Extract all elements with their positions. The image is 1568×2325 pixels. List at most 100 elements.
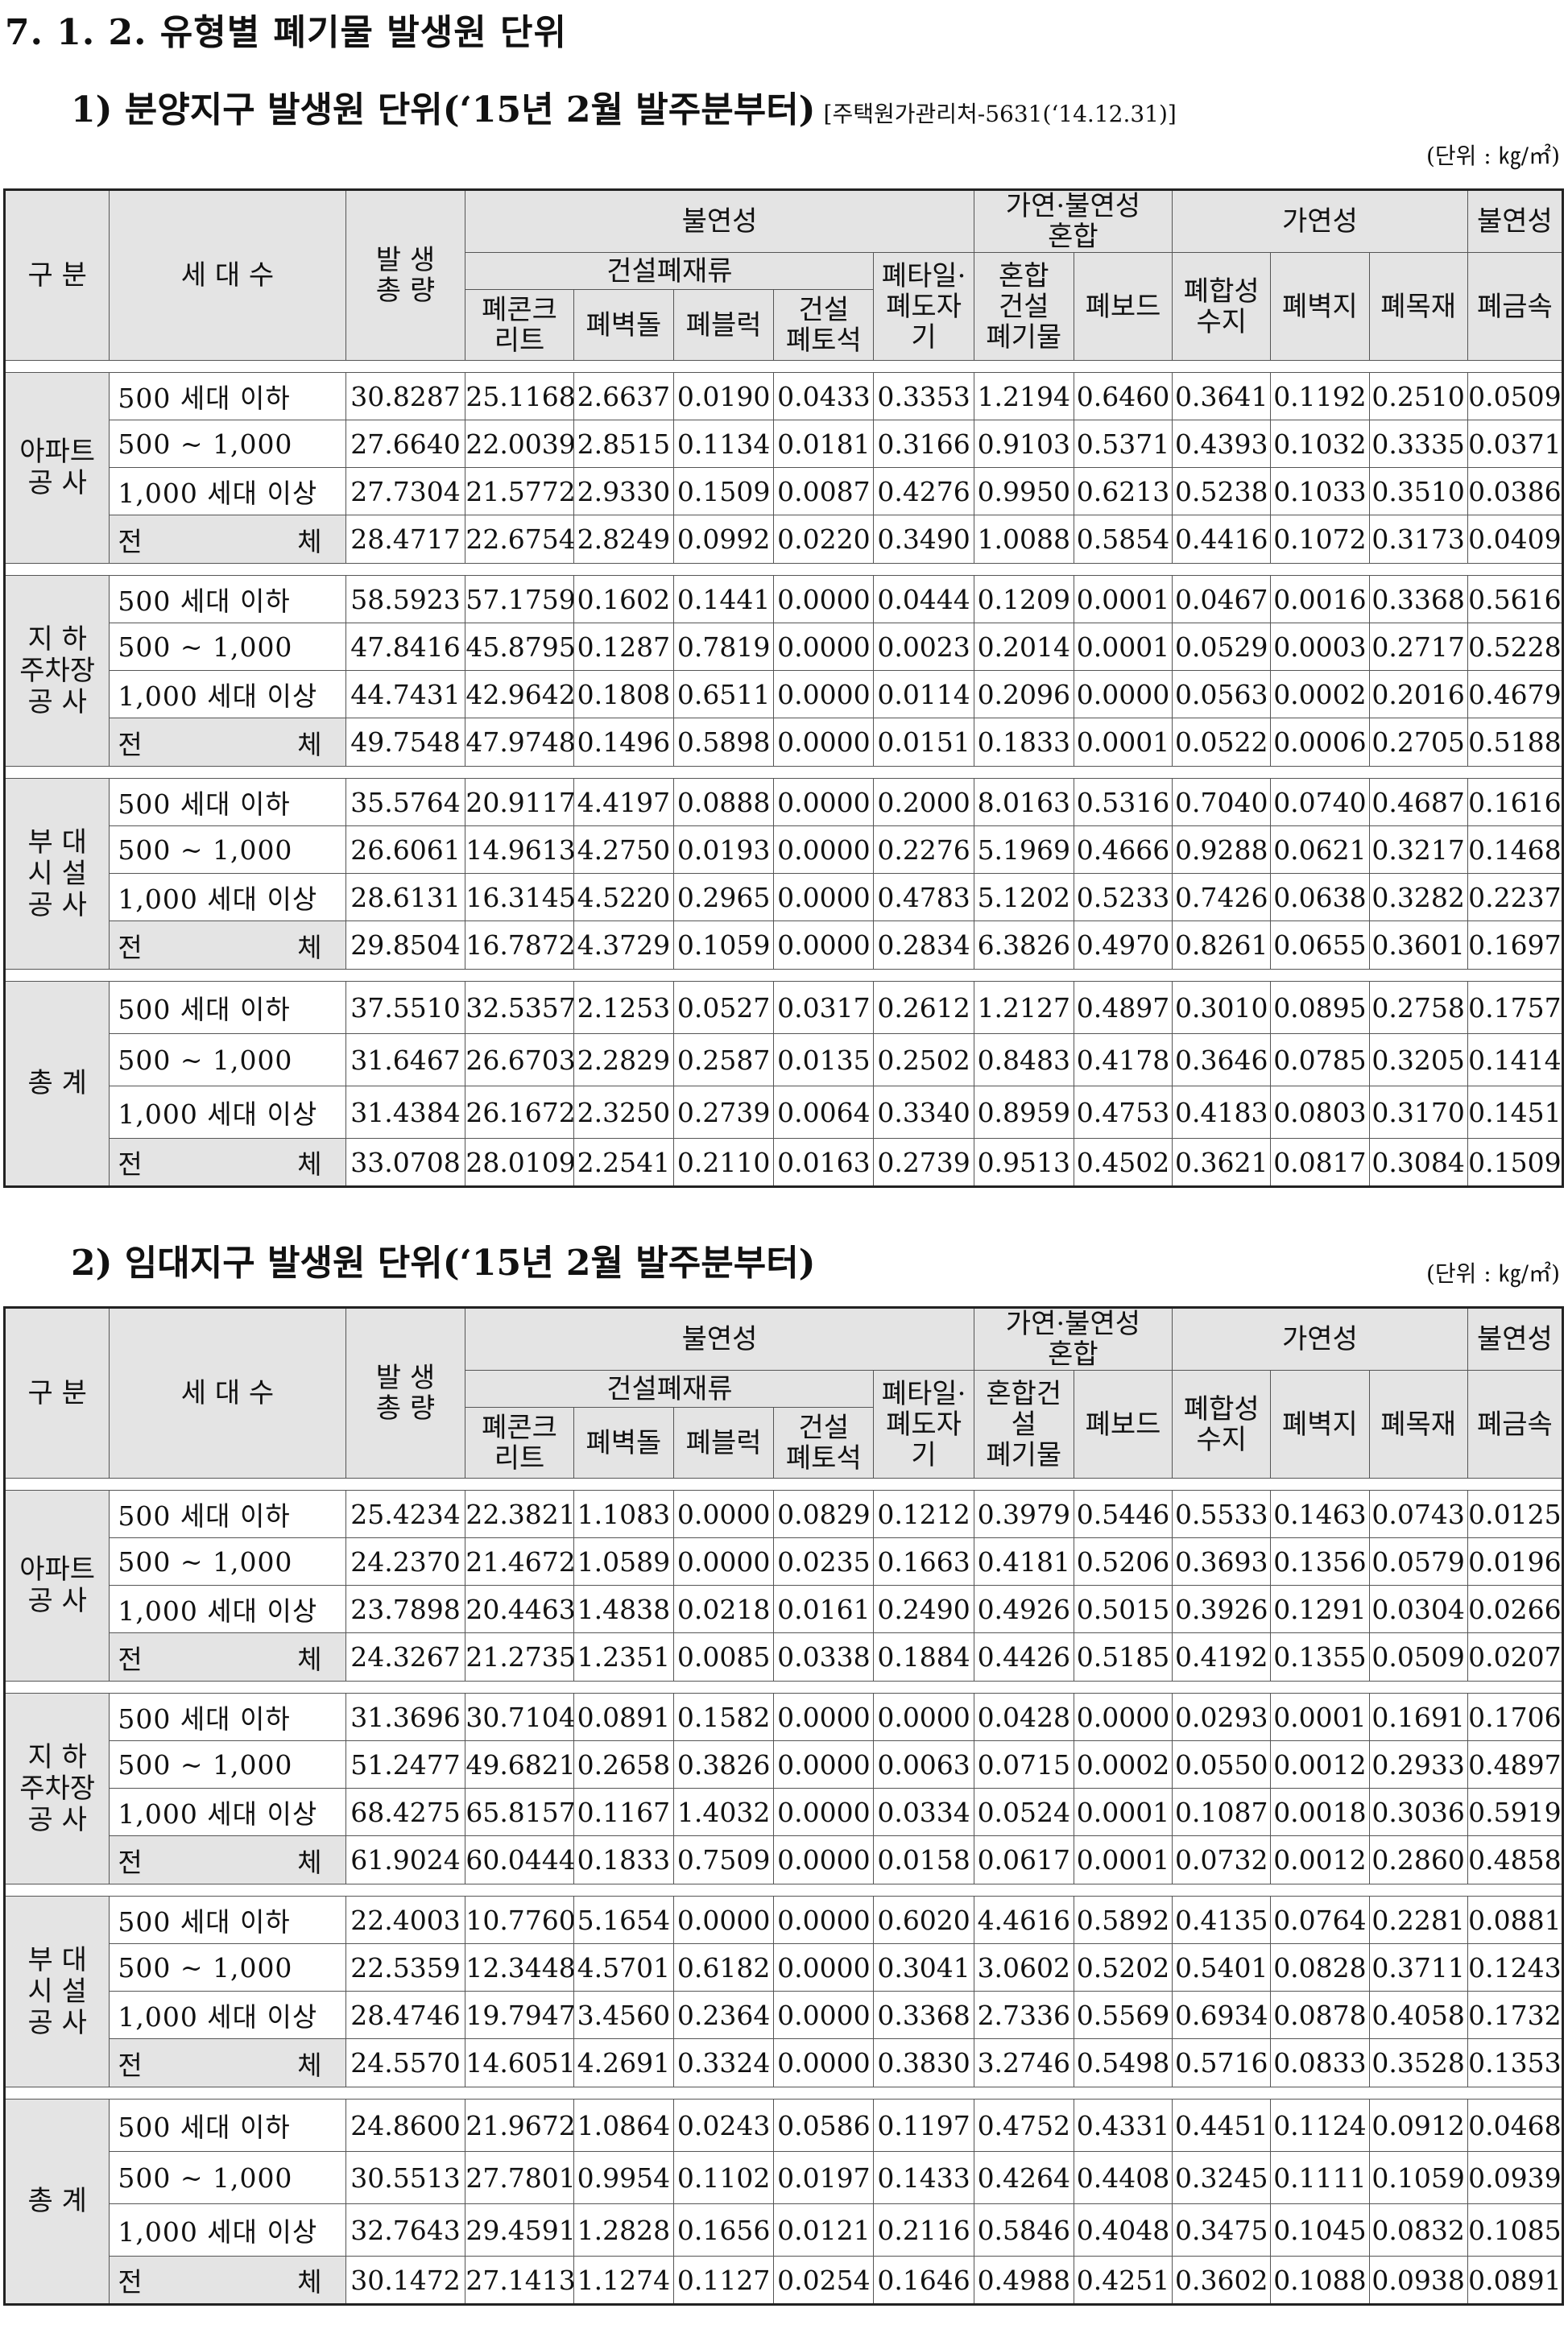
header-metal: 폐금속 [1467,252,1564,362]
value-cell: 0.4416 [1172,515,1272,565]
value-cell: 0.0522 [1172,718,1272,767]
value-cell: 0.3711 [1368,1943,1468,1992]
value-cell: 0.0529 [1172,623,1272,672]
section-1-title: 1) 분양지구 발생원 단위(‘15년 2월 발주분부터) [주택원가관리처-56… [71,81,1177,132]
value-cell: 0.5919 [1467,1788,1564,1837]
value-cell: 0.3926 [1172,1585,1272,1634]
value-cell: 0.4426 [973,1632,1074,1682]
value-cell: 3.4560 [573,1991,674,2040]
value-cell: 0.0386 [1467,467,1564,516]
value-cell: 0.0527 [672,981,775,1035]
value-cell: 26.6703 [465,1033,574,1087]
value-cell: 0.5202 [1073,1943,1173,1992]
value-cell: 2.9330 [573,467,674,516]
value-cell: 0.1691 [1368,1693,1468,1742]
household-label: 전 체 [109,2038,346,2088]
household-label: 500 세대 이하 [109,981,346,1035]
value-cell: 0.0000 [773,718,875,767]
value-cell: 0.3041 [873,1943,974,1992]
value-cell: 47.9748 [465,718,574,767]
value-cell: 1.2351 [573,1632,674,1682]
value-cell: 0.4058 [1368,1991,1468,2040]
value-cell: 0.0409 [1467,515,1564,565]
value-cell: 0.8483 [973,1033,1074,1087]
header-mixed-waste: 혼합 건설 폐기물 [973,252,1074,362]
header-flammable: 가연성 [1172,188,1468,254]
value-cell: 4.4197 [573,778,674,827]
spacer-cell [4,969,1563,983]
household-label: 500 ~ 1,000 [109,623,346,672]
value-cell: 0.2758 [1368,981,1468,1035]
value-cell: 30.1472 [345,2256,466,2306]
value-cell: 0.0732 [1172,1835,1272,1885]
value-cell: 0.4251 [1073,2256,1173,2306]
value-cell: 45.8795 [465,623,574,672]
section-2-unit: (단위 : ㎏/㎡) [1425,1260,1560,1287]
value-cell: 29.8504 [345,920,466,970]
value-cell: 0.0000 [773,920,875,970]
value-cell: 0.0000 [773,873,875,922]
value-cell: 0.2110 [672,1138,775,1188]
value-cell: 0.2612 [873,981,974,1035]
value-cell: 0.3826 [672,1740,775,1789]
household-label: 500 세대 이하 [109,1693,346,1742]
value-cell: 0.0001 [1270,1693,1370,1742]
value-cell: 0.4181 [973,1537,1074,1587]
header-resin: 폐합성 수지 [1172,1370,1272,1479]
value-cell: 0.1646 [873,2256,974,2306]
household-label: 500 세대 이하 [109,1896,346,1945]
header-tile: 폐타일· 폐도자 기 [873,1370,974,1479]
value-cell: 0.4988 [973,2256,1074,2306]
value-cell: 2.8515 [573,420,674,469]
header-wood: 폐목재 [1368,1370,1468,1479]
value-cell: 35.5764 [345,778,466,827]
value-cell: 0.1451 [1467,1086,1564,1140]
household-label: 1,000 세대 이상 [109,1991,346,2040]
value-cell: 0.1663 [873,1537,974,1587]
table-row: 1,000 세대 이상 27.7304 21.5772 2.9330 0.1509 0.0… [5,467,1564,516]
value-cell: 0.1059 [1368,2151,1468,2205]
household-label: 1,000 세대 이상 [109,2203,346,2257]
value-cell: 10.7760 [465,1896,574,1945]
value-cell: 0.3324 [672,2038,775,2088]
value-cell: 4.5220 [573,873,674,922]
value-cell: 0.0881 [1467,1896,1564,1945]
value-cell: 0.1072 [1270,515,1370,565]
value-cell: 0.0655 [1270,920,1370,970]
household-label: 500 ~ 1,000 [109,420,346,469]
value-cell: 0.3528 [1368,2038,1468,2088]
value-cell: 0.0254 [773,2256,875,2306]
category-label: 지 하 주차장 공 사 [3,1693,110,1885]
household-label: 전 체 [109,1632,346,1682]
value-cell: 0.5401 [1172,1943,1272,1992]
table-row: 총 계 500 세대 이하 37.5510 32.5357 2.1253 0.0527 0.… [3,981,1564,1188]
value-cell: 0.0468 [1467,2099,1564,2153]
value-cell: 0.0000 [773,1835,875,1885]
value-cell: 0.5716 [1172,2038,1272,2088]
value-cell: 0.8261 [1172,920,1272,970]
value-cell: 0.1032 [1270,420,1370,469]
table-row: 지 하 주차장 공 사 500 세대 이하 58.5923 57.1759 0.1602… [3,575,1564,767]
value-cell: 0.9513 [973,1138,1074,1188]
value-cell: 0.2965 [672,873,775,922]
value-cell: 0.3217 [1368,825,1468,875]
value-cell: 0.2933 [1368,1740,1468,1789]
value-cell: 0.0444 [873,575,974,624]
category-label: 총 계 [3,2099,110,2306]
value-cell: 0.4393 [1172,420,1272,469]
value-cell: 0.1602 [573,575,674,624]
value-cell: 0.4048 [1073,2203,1173,2257]
value-cell: 32.7643 [345,2203,466,2257]
value-cell: 0.1732 [1467,1991,1564,2040]
value-cell: 0.3830 [873,2038,974,2088]
value-cell: 33.0708 [345,1138,466,1188]
value-cell: 0.6213 [1073,467,1173,516]
table-row: 전 체 30.1472 27.1413 1.1274 0.1127 0.0254 0.164… [5,2256,1564,2306]
household-label: 500 ~ 1,000 [109,2151,346,2205]
value-cell: 0.2860 [1368,1835,1468,1885]
value-cell: 0.1706 [1467,1693,1564,1742]
value-cell: 0.0000 [773,1991,875,2040]
value-cell: 0.0121 [773,2203,875,2257]
table-row: 아파트 공 사 500 세대 이하 25.4234 22.3821 1.1083 0.00… [3,1490,1564,1682]
value-cell: 0.2717 [1368,623,1468,672]
